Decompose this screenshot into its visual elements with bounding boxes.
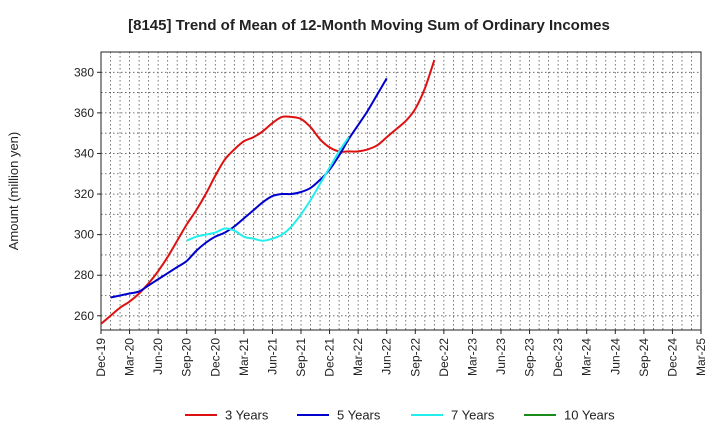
y-tick-label: 340 [74,146,94,160]
x-tick-label: Mar-20 [123,338,137,376]
x-tick-label: Dec-23 [551,338,565,377]
y-tick-label: 320 [74,187,94,201]
x-tick-label: Jun-21 [265,338,279,375]
x-tick-label: Sep-21 [294,338,308,377]
x-tick-label: Sep-24 [637,338,651,377]
x-tick-label: Mar-21 [237,338,251,376]
x-tick-label: Jun-20 [151,338,165,375]
plot-frame [100,51,702,331]
y-axis-label: Amount (million yen) [6,132,21,251]
x-tick-label: Mar-24 [580,338,594,376]
x-tick-label: Mar-23 [465,338,479,376]
y-tick-labels: 260 280 300 320 340 360 380 [74,65,101,323]
x-tick-label: Dec-20 [208,338,222,377]
legend-label: 10 Years [564,408,615,423]
x-tick-label: Jun-23 [494,338,508,375]
x-tick-label: Dec-24 [665,338,679,377]
x-tick-labels: Dec-19 Mar-20 Jun-20 Sep-20 Dec-20 Mar-21 Jun-… [94,330,708,377]
legend: 3 Years 5 Years 7 Years 10 Years [185,408,615,423]
x-tick-label: Jun-24 [608,338,622,375]
x-tick-label: Dec-19 [94,338,108,377]
series-line-7-years [186,136,350,242]
y-tick-label: 360 [74,106,94,120]
x-tick-label: Sep-22 [408,338,422,377]
x-tick-label: Jun-22 [380,338,394,375]
x-tick-label: Mar-22 [351,338,365,376]
x-tick-label: Sep-20 [180,338,194,377]
y-tick-label: 300 [74,228,94,242]
x-tick-label: Dec-21 [323,338,337,377]
legend-label: 5 Years [337,408,381,423]
grid-layer [101,52,701,330]
y-tick-label: 280 [74,268,94,282]
y-tick-label: 380 [74,65,94,79]
x-tick-label: Dec-22 [437,338,451,377]
x-tick-label: Sep-23 [523,338,537,377]
series-line-5-years [110,77,388,299]
y-tick-label: 260 [74,309,94,323]
x-tick-label: Mar-25 [694,338,708,376]
legend-label: 7 Years [451,408,495,423]
legend-label: 3 Years [225,408,269,423]
series-layer [100,59,436,325]
chart-title: [8145] Trend of Mean of 12-Month Moving … [128,17,610,34]
series-line-3-years [100,59,436,325]
